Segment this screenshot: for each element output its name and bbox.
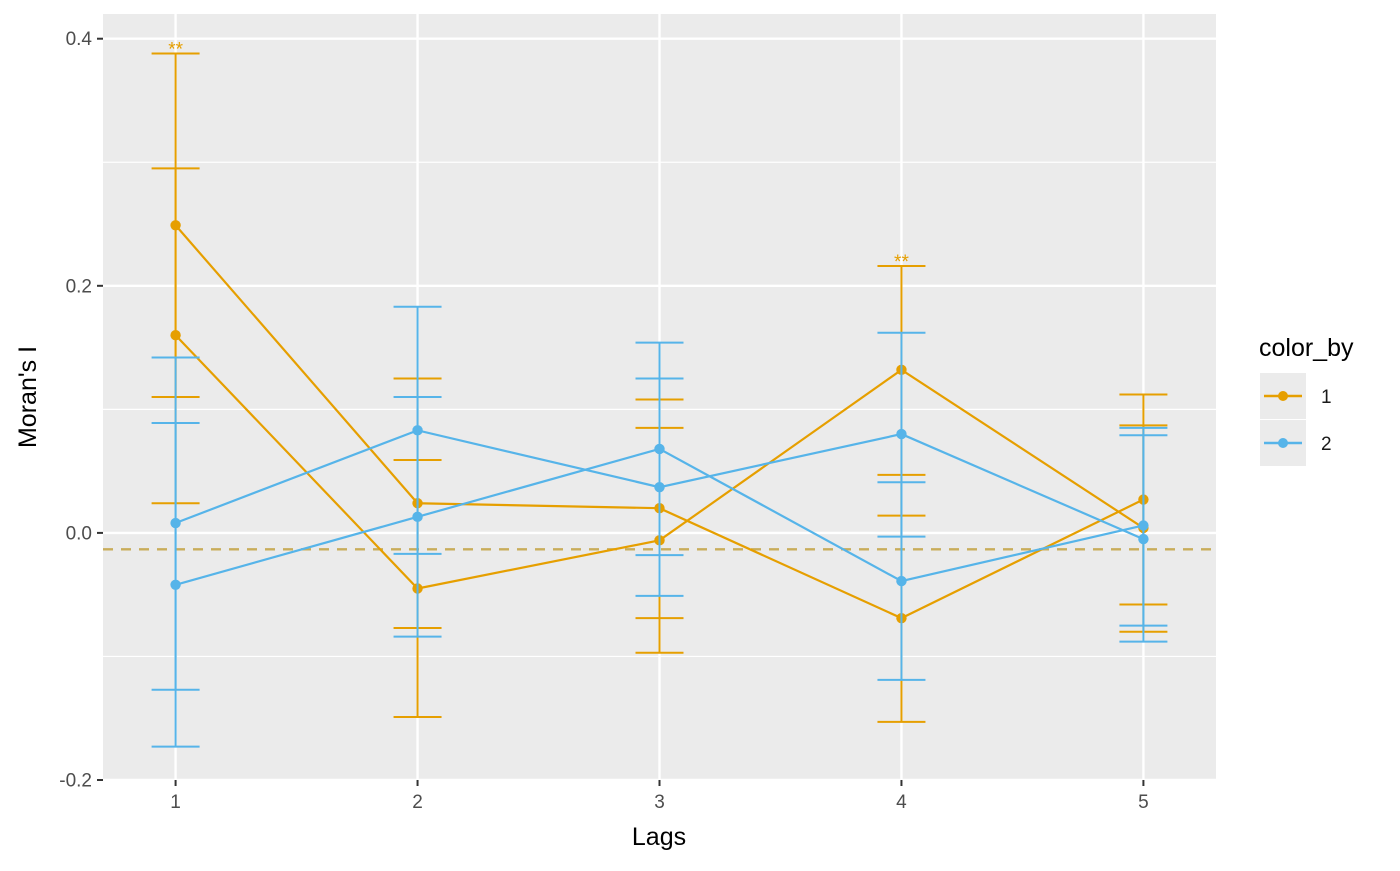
legend: color_by 1 2 bbox=[1259, 334, 1354, 466]
x-tick-label: 5 bbox=[1138, 792, 1149, 813]
series-4 bbox=[151, 341, 1168, 748]
legend-label-1: 1 bbox=[1321, 387, 1332, 408]
data-point bbox=[170, 579, 181, 590]
y-axis-title: Moran's I bbox=[14, 346, 42, 448]
data-point bbox=[654, 443, 665, 455]
data-point bbox=[896, 428, 907, 440]
x-tick-label: 3 bbox=[654, 792, 665, 813]
series-layer bbox=[151, 52, 1168, 748]
data-point bbox=[170, 330, 181, 341]
y-tick-label: 0.4 bbox=[66, 29, 93, 50]
data-point bbox=[412, 511, 423, 523]
data-point bbox=[1138, 520, 1149, 531]
axis-layer: -0.2 0.0 0.2 0.4 1 2 3 4 5 bbox=[59, 29, 1148, 813]
y-tick-label: 0.2 bbox=[66, 276, 92, 297]
x-axis-title: Lags bbox=[632, 823, 686, 851]
significance-annotation: ** bbox=[894, 252, 909, 273]
x-tick-label: 1 bbox=[170, 792, 181, 813]
legend-label-2: 2 bbox=[1321, 434, 1332, 455]
annotation-layer: ** ** bbox=[168, 40, 909, 274]
y-tick-label: 0.0 bbox=[66, 523, 92, 544]
y-tick-label: -0.2 bbox=[59, 771, 92, 792]
significance-annotation: ** bbox=[168, 40, 183, 61]
legend-point-1 bbox=[1278, 391, 1288, 401]
legend-title: color_by bbox=[1259, 334, 1354, 362]
data-point bbox=[896, 575, 907, 587]
legend-point-2 bbox=[1278, 438, 1288, 448]
x-tick-label: 4 bbox=[896, 792, 907, 813]
x-tick-label: 2 bbox=[412, 792, 423, 813]
